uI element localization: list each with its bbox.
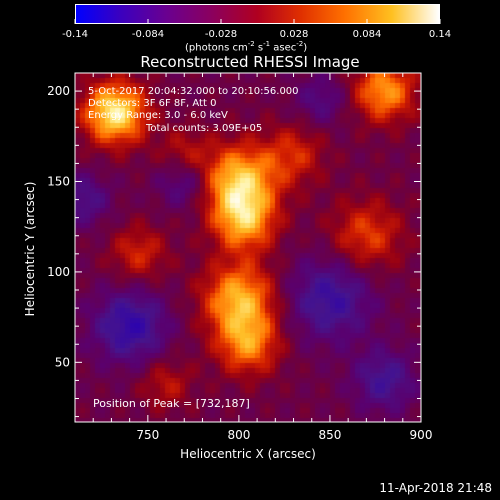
y-tick-label: 100 xyxy=(47,265,70,279)
colorbar-tick-label: 0.084 xyxy=(353,29,382,40)
footer-timestamp: 11-Apr-2018 21:48 xyxy=(379,481,492,495)
plot-frame xyxy=(74,72,422,423)
colorbar-tick-label: 0.14 xyxy=(429,29,451,40)
annotation-peak: Position of Peak = [732,187] xyxy=(93,397,250,410)
units-mid: s xyxy=(254,42,264,54)
annotation-time: 5-Oct-2017 20:04:32.000 to 20:10:56.000 xyxy=(88,86,299,97)
units-exp1: -2 xyxy=(247,40,255,48)
colorbar-tick-label: -0.14 xyxy=(62,29,88,40)
x-tick-label: 800 xyxy=(227,428,250,442)
y-tick-label: 200 xyxy=(47,84,70,98)
annotation-counts: Total counts: 3.09E+05 xyxy=(146,123,263,134)
annotation-detectors: Detectors: 3F 6F 8F, Att 0 xyxy=(88,98,217,109)
x-axis-label: Heliocentric X (arcsec) xyxy=(180,447,316,461)
y-tick-label: 50 xyxy=(55,355,70,369)
annotation-energy: Energy Range: 3.0 - 6.0 keV xyxy=(88,110,228,121)
units-exp2: -1 xyxy=(263,40,271,48)
heatmap-image xyxy=(75,73,421,422)
colorbar xyxy=(75,4,440,24)
y-tick-label: 150 xyxy=(47,174,70,188)
chart-title: Reconstructed RHESSI Image xyxy=(140,53,360,71)
units-mid2: asec xyxy=(270,42,297,54)
units-suffix: ) xyxy=(303,42,308,54)
y-axis-label: Heliocentric Y (arcsec) xyxy=(23,181,37,317)
units-exp3: -2 xyxy=(296,40,304,48)
x-tick-label: 750 xyxy=(136,428,159,442)
units-prefix: (photons cm xyxy=(185,42,248,54)
colorbar-ticks: -0.14 -0.084 -0.028 0.028 0.084 0.14 xyxy=(62,19,451,40)
x-tick-label: 850 xyxy=(318,428,341,442)
colorbar-units-label: (photons cm-2 s-1 asec-2) xyxy=(185,40,307,53)
x-tick-label: 900 xyxy=(410,428,433,442)
colorbar-tick-label: -0.084 xyxy=(132,29,164,40)
colorbar-tick-label: 0.028 xyxy=(280,29,309,40)
colorbar-tick-label: -0.028 xyxy=(205,29,237,40)
